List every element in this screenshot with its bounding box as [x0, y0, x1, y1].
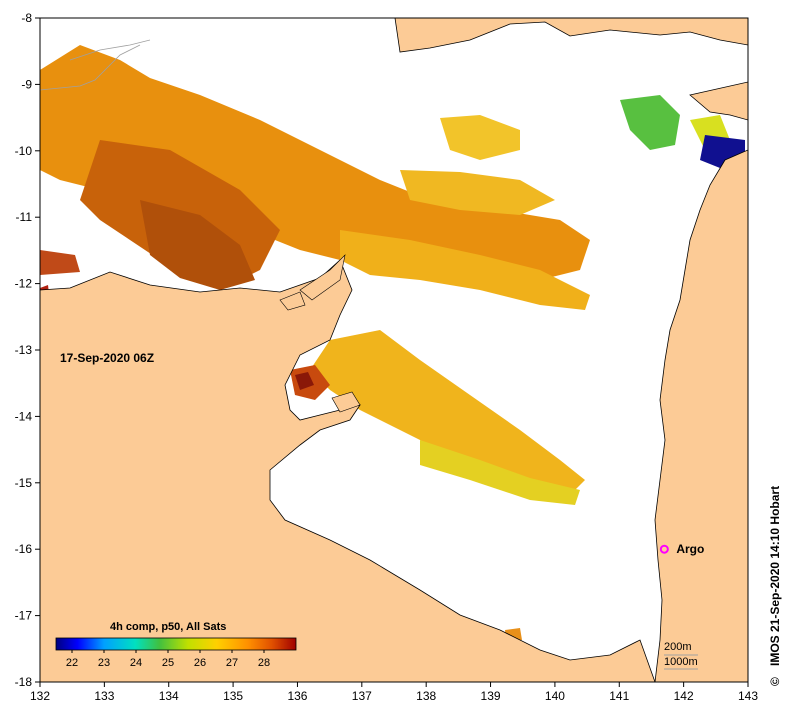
longitude-tick-label: 137: [352, 689, 372, 703]
latitude-tick-label: -8: [21, 11, 32, 25]
contour-label-1000m: 1000m: [664, 656, 698, 668]
latitude-tick-label: -15: [15, 476, 33, 490]
longitude-tick-label: 142: [674, 689, 694, 703]
credit-text: IMOS 21-Sep-2020 14:10 Hobart: [768, 486, 782, 666]
colorbar-tick-label: 24: [130, 657, 142, 669]
latitude-axis: -8 -9 -10 -11 -12 -13 -14 -15 -16 -17 -18: [15, 11, 40, 689]
latitude-tick-label: -16: [15, 542, 33, 556]
latitude-tick-label: -14: [15, 409, 33, 423]
argo-marker-icon[interactable]: [659, 544, 669, 554]
argo-float-marker[interactable]: Argo: [659, 542, 705, 556]
longitude-tick-label: 139: [481, 689, 501, 703]
argo-label: Argo: [676, 542, 704, 556]
longitude-axis: 132 133 134 135 136 137 138 139 140 141 142 143: [30, 682, 758, 703]
longitude-tick-label: 138: [416, 689, 436, 703]
colorbar-tick-label: 23: [98, 657, 110, 669]
sst-data-layer: [40, 45, 745, 640]
colorbar-tick-label: 22: [66, 657, 78, 669]
latitude-tick-label: -9: [21, 77, 32, 91]
latitude-tick-label: -11: [16, 210, 33, 224]
longitude-tick-label: 134: [159, 689, 179, 703]
latitude-tick-label: -13: [15, 343, 33, 357]
longitude-tick-label: 133: [94, 689, 114, 703]
latitude-tick-label: -10: [15, 144, 33, 158]
longitude-tick-label: 135: [223, 689, 243, 703]
latitude-tick-label: -17: [15, 609, 33, 623]
timestamp-label: 17-Sep-2020 06Z: [60, 351, 154, 365]
colorbar-tick-label: 28: [258, 657, 270, 669]
longitude-tick-label: 136: [287, 689, 307, 703]
latitude-tick-label: -12: [15, 277, 33, 291]
colorbar: 4h comp, p50, All Sats 22 23 24 25 26 27 28: [55, 621, 297, 669]
credit-block: © IMOS 21-Sep-2020 14:10 Hobart: [768, 486, 782, 686]
longitude-tick-label: 132: [30, 689, 50, 703]
colorbar-tick-label: 26: [194, 657, 206, 669]
latitude-tick-label: -18: [15, 675, 33, 689]
longitude-tick-label: 141: [609, 689, 629, 703]
land-layer: [40, 18, 748, 682]
colorbar-tick-label: 27: [226, 657, 238, 669]
longitude-tick-label: 143: [738, 689, 758, 703]
map-plot-area: Argo 17-Sep-2020 06Z 200m 1000m 4h comp,…: [40, 18, 748, 682]
colorbar-tick-label: 25: [162, 657, 174, 669]
colorbar-title: 4h comp, p50, All Sats: [110, 621, 226, 633]
colorbar-gradient: [55, 637, 297, 651]
longitude-tick-label: 140: [545, 689, 565, 703]
copyright-icon: ©: [768, 677, 782, 686]
contour-label-200m: 200m: [664, 641, 692, 653]
